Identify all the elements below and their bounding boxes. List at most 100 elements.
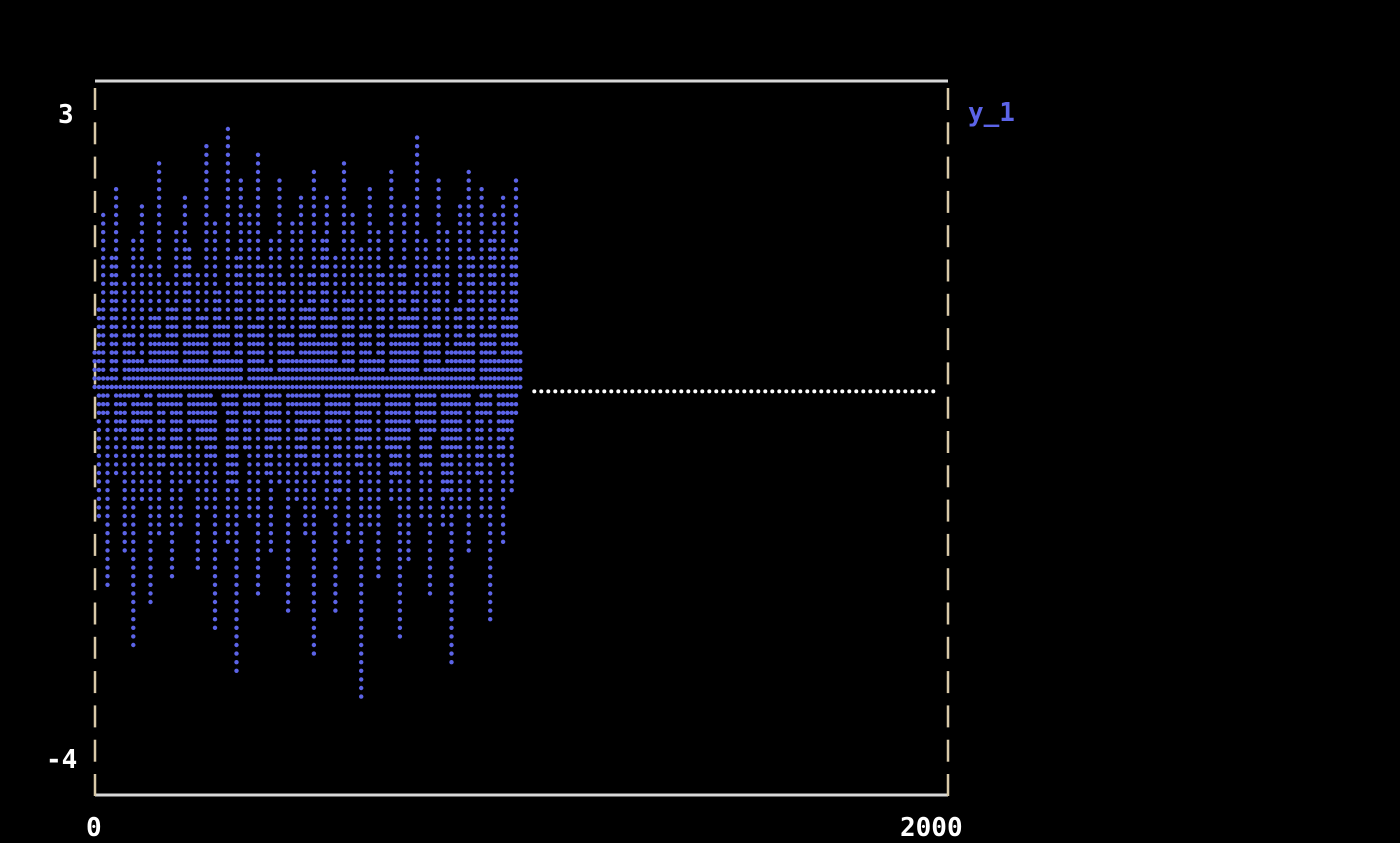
data-point-y_1	[268, 238, 274, 243]
data-point-y_1	[367, 212, 372, 218]
data-point-y_1	[298, 367, 304, 372]
data-point-y_1	[268, 445, 274, 450]
data-point-y_1	[479, 505, 484, 510]
data-point-y_1	[303, 462, 308, 467]
data-point-y_1	[414, 221, 420, 226]
data-point-y_1	[152, 316, 157, 321]
data-point-y_1	[320, 384, 325, 390]
data-point-y_1	[298, 204, 304, 209]
data-point-y_1	[483, 350, 489, 355]
data-point-y_1	[139, 479, 145, 484]
data-point-y_1	[303, 410, 308, 415]
data-point-y_1	[397, 479, 403, 484]
data-point-y_1	[500, 212, 506, 218]
data-point-y_1	[359, 427, 364, 433]
data-point-y_1	[341, 195, 347, 200]
data-point-y_1	[389, 333, 394, 338]
data-point-y_1	[156, 479, 162, 484]
data-point-y_1	[389, 436, 394, 441]
data-point-y_1	[423, 453, 428, 458]
data-point-y_1	[316, 376, 321, 381]
data-point-y_1	[303, 350, 308, 355]
data-point-y_1	[311, 556, 317, 562]
data-point-y_1	[462, 376, 467, 381]
data-point-y_1	[255, 427, 261, 433]
data-point-y_1	[376, 436, 381, 441]
data-point-y_1	[333, 376, 338, 381]
data-point-y_1	[268, 264, 274, 269]
data-point-y_1	[255, 419, 261, 424]
data-point-y_1	[251, 393, 256, 398]
data-point-y_1	[449, 367, 454, 372]
data-point-y_1	[285, 436, 291, 441]
data-point-y_1	[324, 333, 329, 338]
data-point-y_1	[113, 359, 119, 364]
data-point-y_1	[212, 367, 218, 372]
data-point-y_1	[238, 178, 243, 183]
data-point-y_1	[174, 367, 179, 372]
data-point-line	[917, 389, 922, 394]
data-point-y_1	[290, 247, 295, 252]
data-point-y_1	[182, 298, 188, 304]
data-point-y_1	[367, 195, 372, 200]
data-point-y_1	[225, 316, 231, 321]
data-point-y_1	[221, 384, 226, 390]
data-point-y_1	[406, 436, 411, 441]
data-point-y_1	[436, 341, 441, 347]
data-point-y_1	[406, 316, 411, 321]
data-point-y_1	[247, 350, 252, 355]
data-point-y_1	[470, 273, 476, 278]
data-point-y_1	[277, 273, 282, 278]
data-point-y_1	[414, 135, 420, 140]
data-point-y_1	[320, 341, 325, 347]
data-point-y_1	[350, 307, 355, 312]
data-point-y_1	[466, 273, 471, 278]
data-point-y_1	[457, 427, 463, 433]
data-point-y_1	[285, 350, 291, 355]
data-point-y_1	[380, 281, 385, 286]
data-point-y_1	[161, 427, 166, 433]
data-point-y_1	[247, 513, 252, 519]
data-point-y_1	[427, 367, 433, 372]
side-borders	[93, 88, 950, 796]
data-point-y_1	[423, 402, 428, 407]
data-point-y_1	[238, 204, 243, 209]
data-point-y_1	[247, 264, 252, 269]
data-point-y_1	[488, 479, 493, 484]
data-point-y_1	[156, 195, 162, 200]
data-point-y_1	[277, 204, 282, 209]
data-point-y_1	[341, 290, 347, 295]
data-point-y_1	[131, 470, 136, 476]
data-point-y_1	[333, 281, 338, 286]
data-point-y_1	[427, 393, 433, 398]
data-point-y_1	[453, 307, 458, 312]
x-tick-label: 2000	[900, 813, 963, 843]
data-point-y_1	[247, 341, 252, 347]
data-point-y_1	[449, 625, 454, 630]
data-point-y_1	[359, 574, 364, 579]
data-point-y_1	[341, 367, 347, 372]
data-point-y_1	[165, 298, 170, 304]
data-point-y_1	[156, 496, 162, 501]
data-point-y_1	[475, 436, 480, 441]
data-point-y_1	[449, 556, 454, 562]
data-point-y_1	[341, 161, 347, 166]
data-point-y_1	[354, 445, 360, 450]
data-point-line	[749, 389, 754, 394]
data-point-y_1	[101, 402, 106, 407]
data-point-y_1	[135, 376, 140, 381]
data-point-y_1	[350, 273, 355, 278]
data-point-y_1	[449, 660, 454, 665]
data-point-y_1	[101, 367, 106, 372]
data-point-y_1	[440, 479, 446, 484]
data-point-y_1	[488, 410, 493, 415]
data-point-y_1	[500, 402, 506, 407]
data-point-y_1	[96, 410, 102, 415]
data-point-y_1	[307, 307, 312, 312]
data-point-y_1	[479, 376, 484, 381]
data-point-y_1	[500, 290, 506, 295]
data-point-y_1	[242, 410, 248, 415]
data-point-y_1	[311, 384, 317, 390]
data-point-y_1	[402, 247, 407, 252]
